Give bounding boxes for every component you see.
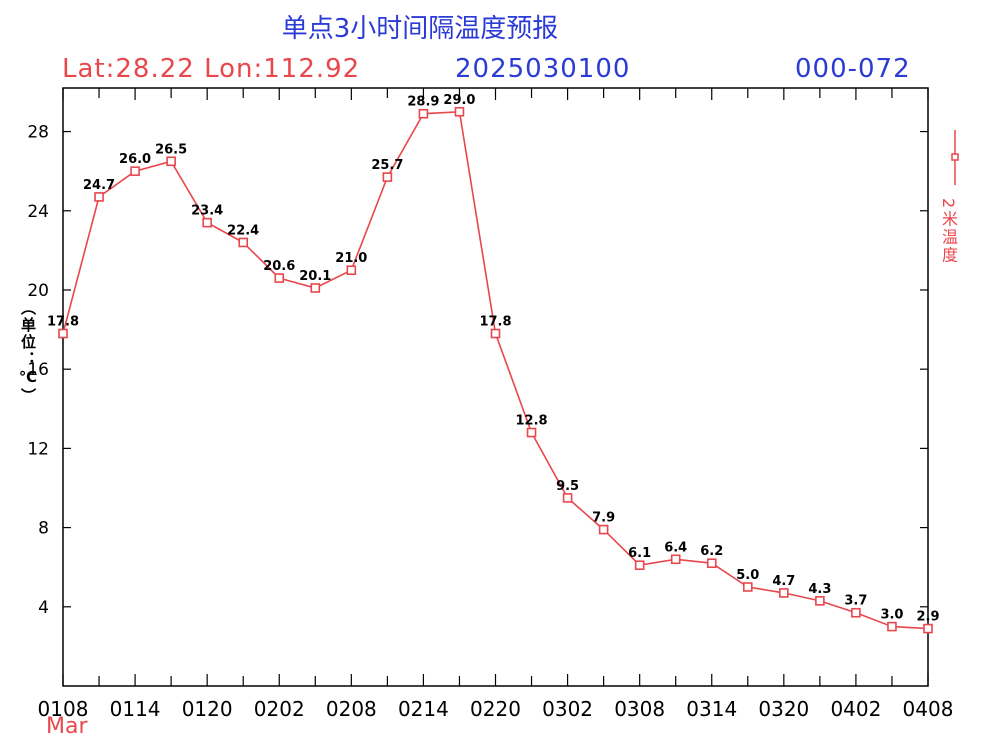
data-label: 28.9 (407, 95, 439, 110)
data-label: 6.1 (628, 546, 651, 561)
data-label: 12.8 (516, 414, 548, 429)
data-point-marker (598, 524, 609, 535)
y-tick-label: 28 (27, 123, 49, 143)
data-point-marker (310, 283, 321, 293)
legend-marker (951, 153, 959, 161)
data-point-marker (490, 328, 501, 339)
run-time-label: 2025030100 (455, 54, 631, 84)
lat-lon-label: Lat:28.22 Lon:112.92 (62, 54, 361, 84)
data-label: 17.8 (47, 315, 79, 330)
data-point-marker (779, 588, 789, 598)
x-tick-label: 0302 (542, 697, 593, 721)
data-point-marker (887, 621, 897, 632)
data-label: 23.4 (191, 204, 223, 219)
data-label: 7.9 (592, 511, 615, 526)
data-point-marker (238, 237, 249, 248)
data-point-marker (166, 156, 176, 167)
data-point-marker (670, 554, 681, 565)
data-point-marker (634, 560, 645, 571)
forecast-range-label: 000-072 (795, 54, 911, 84)
data-point-marker (94, 192, 104, 202)
data-label: 22.4 (227, 223, 259, 238)
x-tick-label: 0114 (110, 697, 161, 721)
data-label: 4.7 (772, 574, 795, 589)
data-point-marker (58, 328, 68, 339)
data-label: 26.0 (119, 152, 151, 167)
data-label: 29.0 (443, 93, 475, 108)
data-label: 26.5 (155, 142, 187, 157)
y-tick-label: 16 (27, 360, 49, 380)
data-point-marker (202, 217, 212, 228)
x-tick-label: 0120 (182, 697, 233, 721)
x-tick-label: 0208 (326, 697, 377, 721)
x-tick-label: 0402 (830, 697, 881, 721)
data-point-marker (815, 596, 825, 606)
data-point-marker (526, 427, 537, 438)
month-label: Mar (46, 714, 88, 739)
data-label: 9.5 (556, 479, 579, 494)
y-tick-label: 20 (27, 281, 49, 301)
y-tick-label: 4 (38, 598, 49, 618)
data-label: 25.7 (371, 158, 403, 173)
data-point-marker (706, 558, 717, 569)
x-tick-label: 0308 (614, 697, 665, 721)
data-point-marker (130, 166, 140, 176)
data-point-marker (346, 265, 357, 275)
y-tick-label: 24 (27, 202, 49, 222)
series-line (62, 110, 929, 630)
x-tick-label: 0214 (398, 697, 449, 721)
data-point-marker (418, 108, 429, 119)
x-tick-label: 0408 (903, 697, 954, 721)
chart-title: 单点3小时间隔温度预报 (281, 14, 559, 44)
data-point-marker (454, 106, 465, 117)
data-label: 17.8 (479, 315, 511, 330)
data-label: 20.1 (299, 269, 331, 284)
data-point-marker (274, 273, 285, 283)
x-tick-label: 0202 (254, 697, 305, 721)
data-label: 24.7 (83, 178, 115, 193)
data-label: 3.0 (880, 608, 903, 623)
data-label: 20.6 (263, 259, 295, 274)
data-label: 21.0 (335, 251, 367, 266)
data-label: 2.9 (916, 610, 939, 625)
data-point-marker (562, 493, 573, 503)
x-tick-label: 0320 (758, 697, 809, 721)
y-tick-label: 8 (38, 519, 49, 539)
x-tick-label: 0108 (38, 697, 89, 721)
data-label: 6.2 (700, 544, 723, 559)
data-label: 4.3 (808, 582, 831, 597)
legend-series-name: 2米温度 (939, 198, 958, 265)
data-point-marker (382, 172, 393, 182)
data-point-marker (742, 582, 753, 592)
data-point-marker (851, 607, 861, 618)
data-label: 5.0 (736, 568, 759, 583)
y-tick-label: 12 (27, 439, 49, 459)
x-tick-label: 0220 (470, 697, 521, 721)
data-label: 6.4 (664, 540, 687, 555)
x-tick-label: 0314 (686, 697, 737, 721)
y-axis-label: （单位：℃） (19, 300, 37, 405)
data-point-marker (923, 623, 933, 634)
data-label: 3.7 (844, 594, 867, 609)
